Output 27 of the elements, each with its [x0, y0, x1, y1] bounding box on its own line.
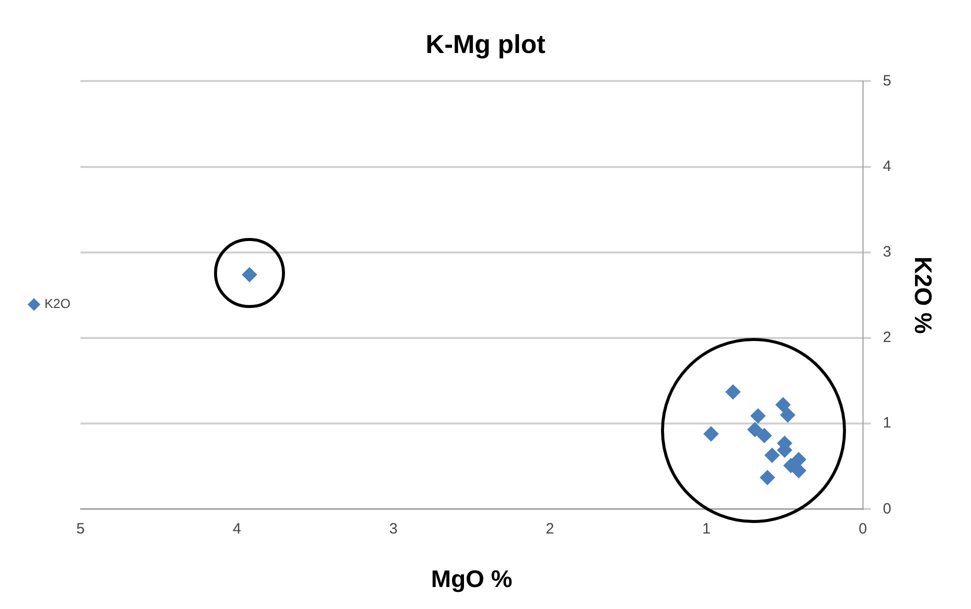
x-tick-label: 1	[702, 520, 711, 538]
x-axis-title: MgO %	[431, 566, 512, 594]
point	[704, 426, 719, 442]
point	[750, 408, 766, 424]
point	[780, 408, 796, 423]
point	[756, 428, 772, 444]
y-tick-label: 2	[882, 329, 892, 346]
y-tick-label: 3	[882, 244, 892, 261]
x-tick-label: 5	[76, 520, 85, 538]
x-tick-label: 0	[858, 520, 868, 538]
y-tick-label: 0	[882, 500, 892, 518]
chart-title: K-Mg plot	[426, 28, 546, 59]
point	[725, 384, 740, 400]
legend-label: K2O	[44, 296, 71, 312]
y-axis-title: K2O %	[908, 256, 936, 334]
x-tick-label: 4	[232, 520, 242, 538]
point	[242, 267, 257, 282]
x-tick-label: 3	[389, 520, 398, 538]
point	[760, 470, 775, 486]
y-tick-label: 5	[882, 72, 892, 90]
y-tick-label: 1	[882, 414, 892, 432]
point	[747, 422, 762, 438]
point	[764, 448, 780, 463]
point	[783, 458, 798, 474]
x-tick-label: 2	[546, 520, 554, 538]
y-tick-label: 4	[882, 158, 892, 175]
point	[776, 397, 791, 412]
